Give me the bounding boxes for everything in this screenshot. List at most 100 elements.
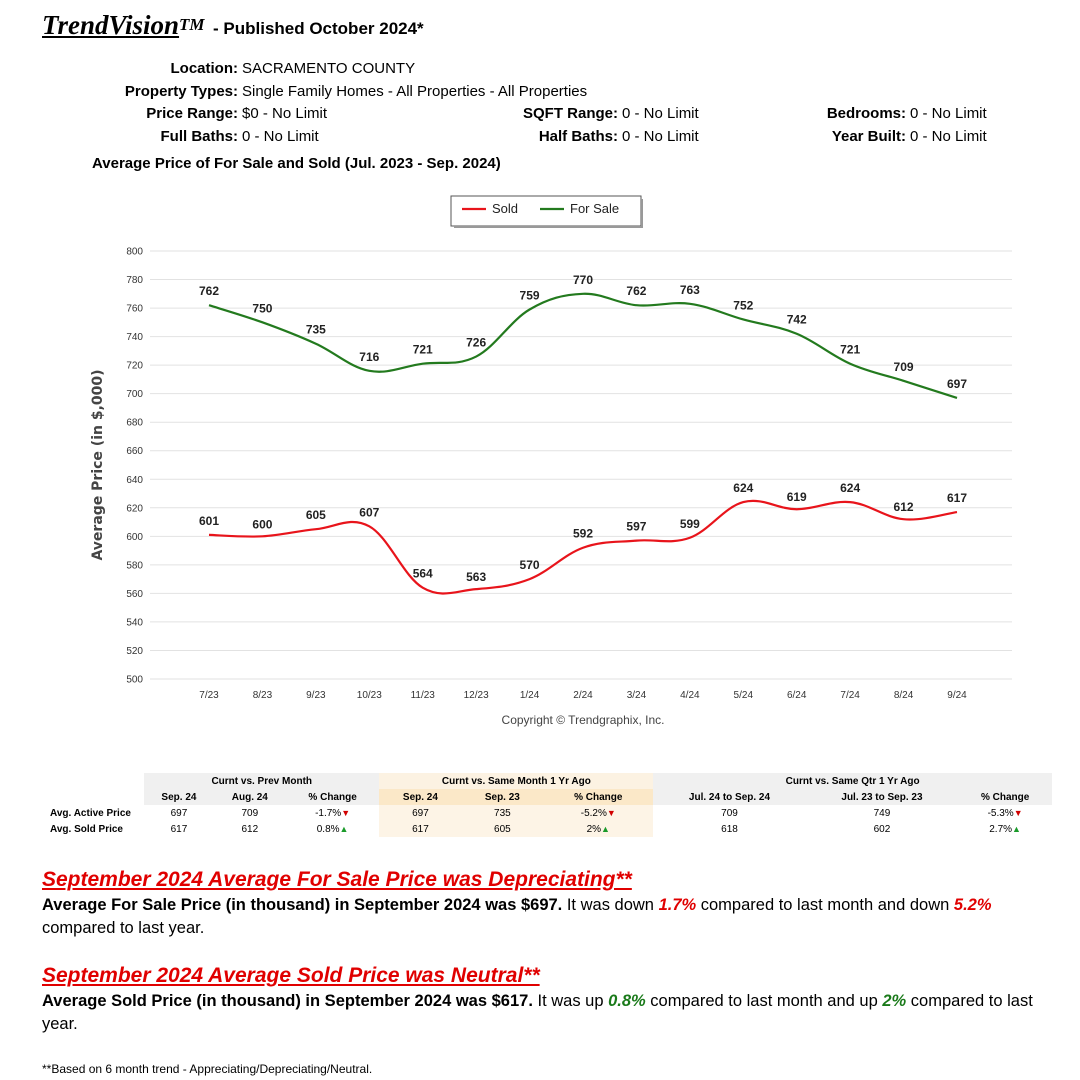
chart-series [208, 292, 958, 595]
subheader: Sep. 24 [379, 789, 462, 805]
legend-box [450, 195, 642, 227]
data-label: 624 [733, 481, 753, 495]
data-label: 619 [787, 490, 807, 504]
y-tick-label: 600 [126, 532, 143, 543]
change-cell: -1.7%▼ [286, 805, 380, 821]
data-label: 697 [947, 377, 967, 391]
data-label: 600 [252, 517, 272, 531]
data-label: 759 [520, 288, 540, 302]
y-tick-label: 740 [126, 332, 143, 343]
down-arrow-icon: ▼ [1013, 807, 1023, 818]
change-value: 2.7% [989, 823, 1013, 835]
table-cell: 735 [461, 805, 544, 821]
subheader: Aug. 24 [213, 789, 286, 805]
up-arrow-icon: ▲ [601, 823, 610, 834]
property-types-label: Property Types: [124, 83, 238, 100]
y-tick-label: 580 [126, 560, 143, 571]
data-label: 721 [413, 343, 433, 357]
table-cell: 709 [721, 807, 738, 819]
full-baths-value: 0 - No Limit [242, 128, 319, 145]
for-sale-summary-lead: Average For Sale Price (in thousand) in … [42, 896, 563, 914]
subheader: % Change [958, 789, 1052, 805]
y-tick-label: 780 [126, 275, 143, 286]
for-sale-summary-heading: September 2024 Average For Sale Price wa… [42, 868, 632, 891]
data-label: 617 [947, 491, 967, 505]
x-tick-label: 2/24 [573, 690, 593, 701]
data-label: 564 [413, 567, 433, 581]
chart-legend: Sold For Sale [450, 195, 643, 228]
sold-summary-heading: September 2024 Average Sold Price was Ne… [42, 964, 540, 987]
data-label: 605 [306, 508, 326, 522]
year-change-value: 2% [882, 992, 907, 1010]
bedrooms-label: Bedrooms: [826, 105, 906, 122]
x-tick-label: 8/24 [894, 690, 914, 701]
data-label: 726 [466, 336, 486, 350]
table-row: Avg. Active Price 697 709 -1.7%▼ 697 735… [36, 805, 1052, 821]
y-tick-label: 540 [126, 617, 143, 628]
for-sale-summary-text: Average For Sale Price (in thousand) in … [42, 894, 1052, 940]
x-tick-label: 8/23 [253, 690, 273, 701]
subheader: Jul. 23 to Sep. 23 [805, 789, 959, 805]
legend-label: For Sale [570, 201, 619, 216]
year-built-row: Year Built: 0 - No Limit [770, 128, 987, 145]
data-label: 624 [840, 481, 860, 495]
price-range-row: Price Range: $0 - No Limit [100, 105, 327, 122]
property-types-value: Single Family Homes - All Properties - A… [242, 83, 588, 100]
x-tick-label: 10/23 [357, 690, 382, 701]
sqft-range-row: SQFT Range: 0 - No Limit [480, 105, 699, 122]
year-built-value: 0 - No Limit [910, 128, 987, 145]
data-label: 750 [252, 301, 272, 315]
table-cell: 697 [170, 807, 188, 819]
down-arrow-icon: ▼ [341, 807, 351, 818]
table-cell: 618 [721, 823, 738, 835]
change-value: 0.8% [316, 823, 340, 835]
data-label: 721 [840, 343, 860, 357]
x-tick-label: 7/24 [840, 690, 860, 701]
subheader: Sep. 23 [461, 789, 544, 805]
legend-label: Sold [492, 201, 518, 216]
y-tick-label: 560 [126, 589, 143, 600]
published-date: - Published October 2024* [213, 19, 424, 38]
x-tick-label: 4/24 [680, 690, 700, 701]
table-cell: 617 [379, 821, 462, 837]
group-header-same-month: Curnt vs. Same Month 1 Yr Ago [379, 773, 654, 789]
chart-title: Average Price of For Sale and Sold (Jul.… [92, 155, 501, 172]
location-row: Location: SACRAMENTO COUNTY [100, 60, 416, 77]
x-tick-label: 6/24 [787, 690, 807, 701]
up-arrow-icon: ▲ [1012, 823, 1021, 834]
data-label: 742 [787, 313, 807, 327]
summary-text: compared to last year. [42, 992, 1033, 1033]
table-subheader-row: Sep. 24 Aug. 24 % Change Sep. 24 Sep. 23… [36, 789, 1052, 805]
summary-text: compared to last month and up [645, 992, 883, 1010]
full-baths-label: Full Baths: [160, 128, 239, 145]
series-line-for-sale [208, 292, 958, 399]
half-baths-row: Half Baths: 0 - No Limit [480, 128, 699, 145]
sold-summary-text: Average Sold Price (in thousand) in Sept… [42, 990, 1052, 1036]
sqft-range-label: SQFT Range: [522, 105, 618, 122]
group-header-same-qtr: Curnt vs. Same Qtr 1 Yr Ago [653, 773, 1052, 789]
row-label: Avg. Sold Price [36, 821, 144, 837]
chart-copyright: Copyright © Trendgraphix, Inc. [502, 713, 665, 727]
footnote: **Based on 6 month trend - Appreciating/… [42, 1062, 373, 1076]
legend-shadow [641, 199, 643, 228]
change-cell: -5.2%▼ [543, 805, 654, 821]
table-corner [36, 773, 144, 789]
data-label: 716 [359, 350, 379, 364]
property-types-row: Property Types: Single Family Homes - All… [100, 83, 587, 100]
subheader: Jul. 24 to Sep. 24 [653, 789, 806, 805]
data-label: 752 [733, 298, 753, 312]
legend-shadow [454, 226, 643, 228]
y-tick-label: 500 [126, 675, 143, 686]
brand-trademark: TM [179, 14, 205, 34]
change-cell: 2%▲ [543, 821, 654, 837]
year-change-value: 5.2% [953, 896, 992, 914]
change-cell: 0.8%▲ [286, 821, 380, 837]
data-label: 592 [573, 527, 593, 541]
y-tick-label: 680 [126, 418, 143, 429]
data-label: 762 [199, 284, 219, 298]
table-cell: 697 [379, 805, 462, 821]
y-tick-label: 760 [126, 304, 143, 315]
y-tick-label: 660 [126, 446, 143, 457]
data-label: 770 [573, 273, 593, 287]
table-group-header-row: Curnt vs. Prev Month Curnt vs. Same Mont… [36, 773, 1052, 789]
